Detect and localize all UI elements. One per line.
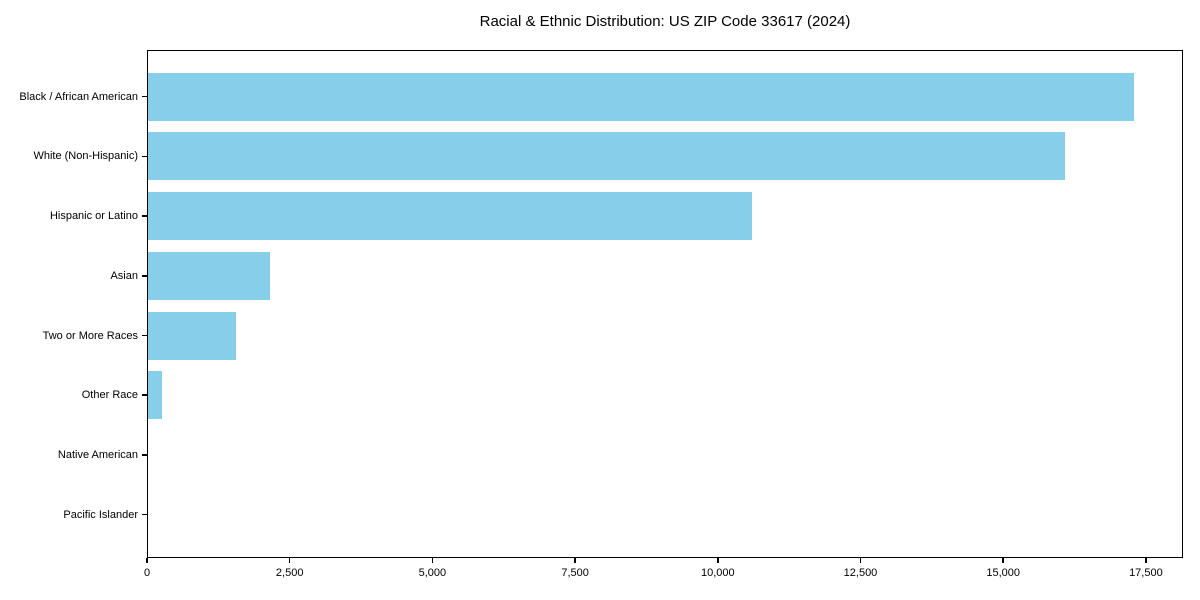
x-tick-mark <box>146 558 148 563</box>
x-tick-mark <box>431 558 434 563</box>
x-axis-label: 5,000 <box>418 567 447 579</box>
x-axis-label: 2,500 <box>275 567 304 579</box>
y-tick-mark <box>142 95 147 98</box>
x-tick-mark <box>1145 558 1147 563</box>
y-axis-label: White (Non-Hispanic) <box>33 150 138 163</box>
y-tick-mark <box>142 513 147 516</box>
x-axis-label: 17,500 <box>1129 567 1163 579</box>
y-axis-label: Asian <box>110 269 138 282</box>
y-tick-mark <box>142 215 147 217</box>
plot-area <box>147 50 1183 558</box>
y-axis-label: Pacific Islander <box>63 508 138 521</box>
bar-hispanic-or-latino <box>148 192 752 241</box>
bar-asian <box>148 251 271 300</box>
x-axis-label: 7,500 <box>561 567 589 579</box>
y-tick-mark <box>142 394 147 396</box>
bar-black-african-american <box>148 72 1134 121</box>
x-axis-label: 10,000 <box>700 567 735 579</box>
y-tick-mark <box>142 334 147 337</box>
x-tick-mark <box>288 558 291 563</box>
y-axis-label: Two or More Races <box>42 329 138 342</box>
x-tick-mark <box>1002 558 1004 563</box>
x-tick-mark <box>859 558 862 563</box>
y-axis-label: Black / African American <box>19 90 138 103</box>
y-axis-label: Native American <box>57 448 138 461</box>
chart-title: Racial & Ethnic Distribution: US ZIP Cod… <box>479 13 851 30</box>
y-tick-mark <box>142 155 147 158</box>
y-axis-label: Other Race <box>81 389 138 402</box>
x-axis-label: 15,000 <box>986 567 1021 579</box>
x-axis-label: 12,500 <box>843 567 878 579</box>
x-tick-mark <box>574 558 576 563</box>
bar-two-or-more-races <box>148 311 237 360</box>
x-axis-label: 0 <box>143 567 151 579</box>
bar-other-race <box>148 371 163 420</box>
y-tick-mark <box>142 454 147 456</box>
y-axis-label: Hispanic or Latino <box>49 210 138 223</box>
y-tick-mark <box>142 275 147 277</box>
x-tick-mark <box>717 558 719 563</box>
bar-white-non-hispanic <box>148 132 1066 181</box>
